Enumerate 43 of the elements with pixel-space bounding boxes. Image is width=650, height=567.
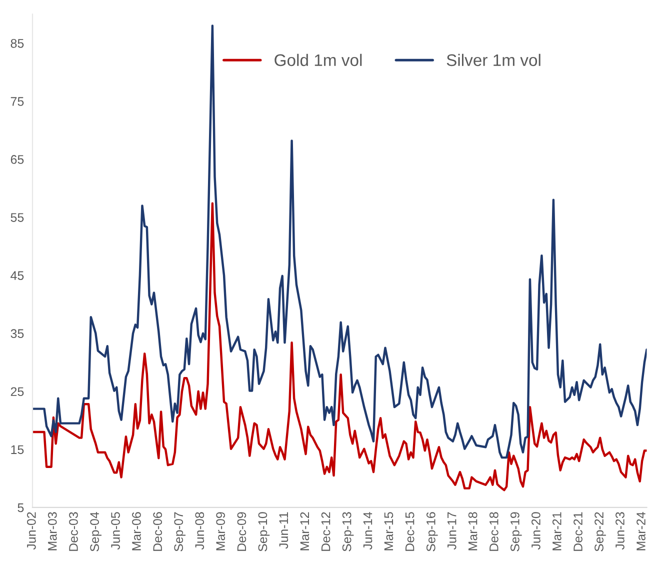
x-tick-label: Dec-12: [321, 512, 330, 551]
x-tick-label: Jun-05: [111, 512, 120, 550]
x-tick-label: Jun-02: [27, 512, 36, 550]
x-tick-label: Mar-06: [132, 512, 141, 550]
legend-label: Gold 1m vol: [274, 54, 362, 66]
x-tick-label: Mar-09: [216, 512, 226, 550]
x-tick-label: Dec-21: [574, 512, 582, 551]
y-tick-label: 85: [10, 38, 24, 48]
x-tick-label: Mar-03: [48, 512, 57, 550]
x-tick-label: Jun-08: [195, 512, 204, 550]
x-tick-label: Sep-22: [594, 512, 606, 552]
y-tick-label: 75: [10, 97, 24, 106]
x-tick-label: Jun-14: [363, 512, 372, 550]
x-tick-label: Sep-04: [90, 512, 102, 552]
x-tick-label: Sep-07: [174, 512, 186, 552]
x-tick-label: Mar-18: [468, 512, 478, 550]
line-series: [32, 24, 647, 459]
x-tick-label: Dec-06: [153, 512, 162, 551]
x-tick-label: Mar-24: [636, 512, 646, 550]
x-tick-label: Dec-15: [406, 512, 414, 551]
x-tick-label: Mar-21: [552, 512, 562, 550]
y-tick-label: 25: [10, 387, 24, 396]
x-tick-label: Jun-23: [616, 512, 624, 550]
y-tick-label: 15: [11, 445, 24, 454]
legend-label: Silver 1m vol: [446, 54, 540, 66]
x-tick-label: Sep-16: [426, 512, 438, 552]
x-tick-label: Mar-15: [384, 512, 394, 550]
x-tick-label: Dec-09: [237, 512, 246, 551]
x-tick-label: Sep-19: [510, 512, 522, 552]
x-tick-label: Dec-03: [69, 512, 78, 551]
line-series: [32, 202, 647, 492]
y-tick-label: 45: [10, 271, 24, 280]
y-tick-label: 65: [10, 155, 24, 164]
x-tick-label: Dec-18: [489, 512, 498, 551]
x-tick-label: Jun-17: [448, 512, 456, 550]
x-tick-label: Jun-20: [532, 512, 540, 550]
y-tick-label: 35: [10, 329, 24, 338]
x-tick-label: Sep-13: [342, 512, 354, 552]
x-tick-label: Jun-11: [279, 512, 288, 549]
x-tick-label: Sep-10: [258, 512, 270, 552]
y-tick-label: 55: [10, 213, 24, 222]
y-tick-label: 5: [18, 503, 24, 512]
x-tick-label: Mar-12: [300, 512, 310, 550]
